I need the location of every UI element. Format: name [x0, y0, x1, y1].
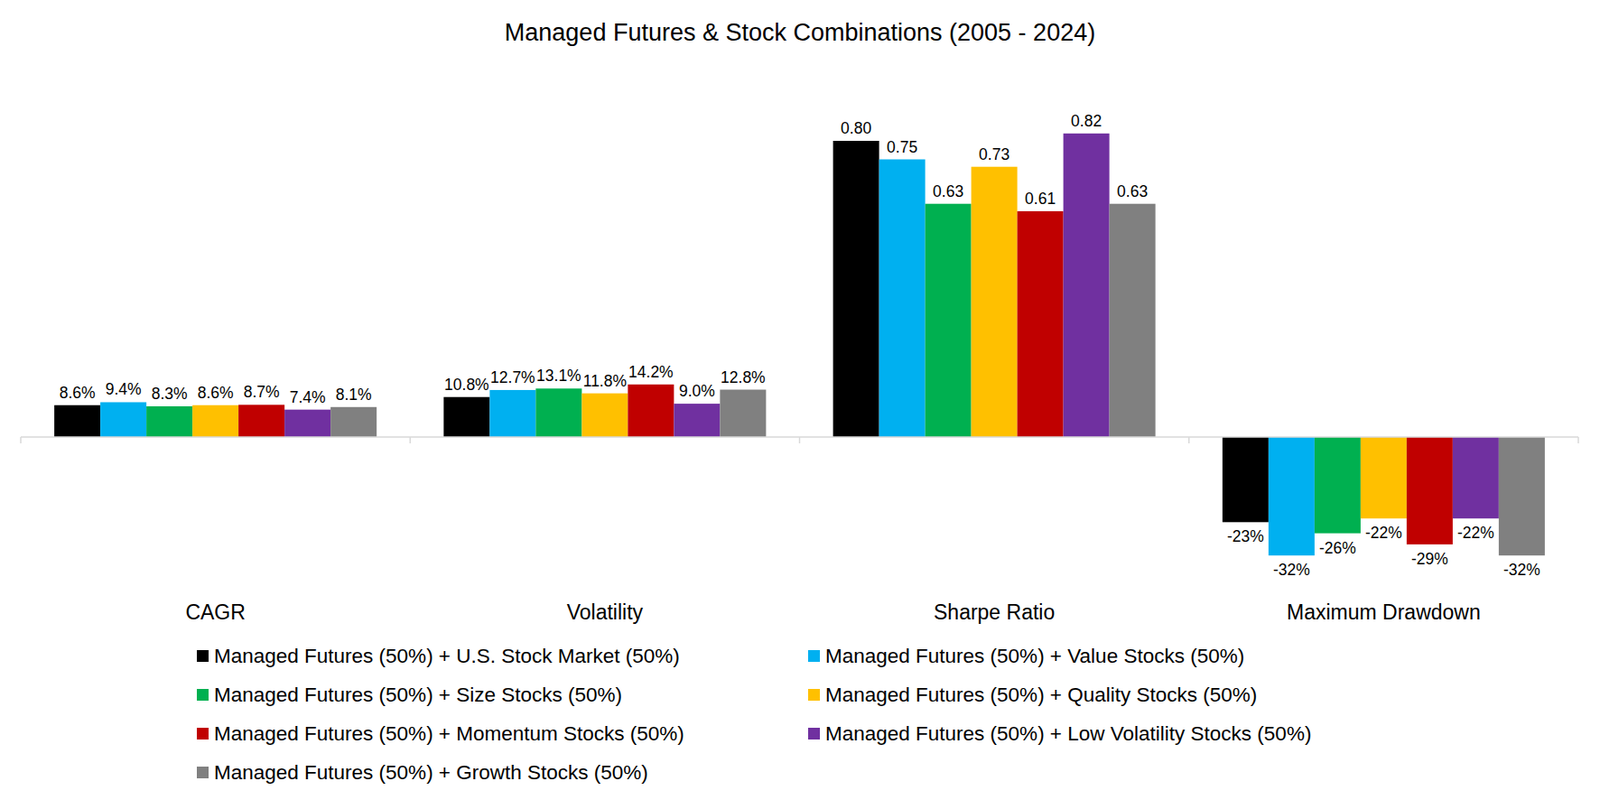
bar: [1017, 211, 1064, 438]
legend-swatch: [196, 650, 209, 662]
bar: [100, 401, 147, 438]
bar: [673, 403, 720, 438]
legend-label: Managed Futures (50%) + Low Volatility S…: [825, 722, 1312, 745]
data-label: -23%: [1227, 527, 1265, 546]
legend-swatch: [808, 650, 820, 662]
data-label: 12.8%: [720, 368, 766, 387]
legend: Managed Futures (50%) + U.S. Stock Marke…: [196, 644, 1312, 784]
legend-label: Managed Futures (50%) + Size Stocks (50%…: [213, 683, 623, 707]
legend-swatch: [196, 688, 209, 701]
data-label: 8.6%: [197, 383, 234, 402]
legend-swatch: [808, 727, 820, 740]
data-label: 9.4%: [105, 380, 142, 399]
bar: [54, 405, 101, 438]
data-label: 0.73: [978, 145, 1010, 164]
category-label: CAGR: [185, 600, 245, 624]
data-label: 8.7%: [243, 382, 280, 401]
bar: [1109, 204, 1156, 438]
background: [0, 0, 1600, 800]
data-label: 9.0%: [679, 381, 716, 400]
x-axis-divider: [1577, 437, 1580, 444]
bar: [971, 167, 1018, 438]
bar: [925, 204, 972, 438]
data-label: 12.7%: [490, 368, 536, 387]
bar: [443, 397, 490, 438]
title: Managed Futures & Stock Combinations (20…: [504, 18, 1096, 47]
category-label: Volatility: [567, 600, 644, 624]
data-label: 8.6%: [59, 383, 96, 402]
legend-swatch: [808, 688, 820, 701]
data-label: 0.61: [1024, 189, 1056, 208]
data-label: -29%: [1411, 549, 1449, 568]
data-label: 13.1%: [536, 366, 582, 385]
data-label: 8.3%: [151, 384, 188, 403]
data-label: 0.63: [932, 182, 964, 201]
bars: [54, 133, 1545, 556]
category-label: Sharpe Ratio: [933, 600, 1055, 624]
data-label: 0.75: [886, 138, 918, 157]
data-label: 0.80: [840, 119, 872, 138]
data-label: 11.8%: [583, 372, 627, 391]
data-label: 7.4%: [289, 388, 326, 407]
legend-swatch: [196, 727, 209, 740]
legend-label: Managed Futures (50%) + Value Stocks (50…: [825, 644, 1245, 668]
bar: [1268, 437, 1315, 556]
bar: [581, 393, 628, 438]
bar: [1452, 437, 1499, 519]
data-labels: 8.6% 10.8% 0.80 -23% 9.4% 12.7% 0.75 -32% 8.3% 13…: [59, 111, 1541, 579]
data-label: -26%: [1319, 539, 1357, 558]
legend-swatch: [196, 766, 209, 779]
bar: [627, 384, 674, 438]
x-axis-divider: [799, 437, 801, 444]
bar: [1314, 437, 1361, 534]
data-label: -32%: [1503, 560, 1541, 579]
bar: [192, 405, 239, 438]
legend-label: Managed Futures (50%) + Quality Stocks (…: [825, 683, 1257, 707]
bar: [146, 406, 193, 438]
x-axis-divider: [409, 437, 412, 444]
bar: [1063, 133, 1110, 438]
bar: [535, 388, 582, 438]
bar: [489, 390, 536, 438]
bar: [330, 407, 377, 438]
data-label: 8.1%: [335, 385, 373, 404]
legend-label: Managed Futures (50%) + Momentum Stocks …: [213, 722, 685, 745]
data-label: 0.82: [1070, 111, 1102, 131]
bar: [719, 390, 766, 438]
chart: Managed Futures & Stock Combinations (20…: [0, 0, 1600, 800]
bar: [833, 140, 880, 438]
data-label: 14.2%: [628, 362, 674, 382]
data-label: -32%: [1273, 560, 1311, 579]
bar: [284, 409, 331, 438]
bar: [238, 404, 285, 438]
bar: [1406, 437, 1453, 545]
data-label: 10.8%: [444, 375, 490, 394]
bar: [1498, 437, 1545, 556]
legend-label: Managed Futures (50%) + Growth Stocks (5…: [213, 761, 649, 784]
data-label: -22%: [1365, 523, 1403, 542]
bar: [1360, 437, 1407, 519]
bar: [1222, 437, 1269, 522]
legend-label: Managed Futures (50%) + U.S. Stock Marke…: [213, 644, 680, 668]
bar: [879, 159, 926, 438]
data-label: 0.63: [1116, 182, 1148, 201]
category-label: Maximum Drawdown: [1286, 600, 1481, 624]
x-axis-divider: [1188, 437, 1191, 444]
data-label: -22%: [1457, 523, 1495, 542]
x-axis-divider: [19, 437, 22, 444]
